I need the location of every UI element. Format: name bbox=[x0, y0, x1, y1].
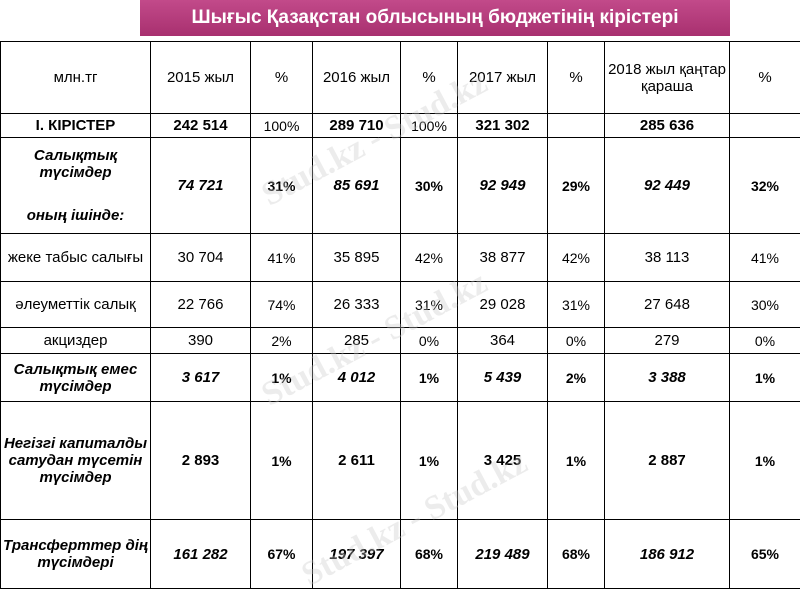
value-cell: 35 895 bbox=[313, 234, 401, 282]
percent-cell: 2% bbox=[548, 354, 605, 402]
header-cell: % bbox=[548, 42, 605, 114]
percent-cell: 31% bbox=[548, 282, 605, 328]
header-cell: 2016 жыл bbox=[313, 42, 401, 114]
percent-cell: 31% bbox=[401, 282, 458, 328]
percent-cell: 1% bbox=[401, 354, 458, 402]
table-row: әлеуметтік салық 22 766 74% 26 333 31% 2… bbox=[1, 282, 800, 328]
table-row: Салықтық емес түсімдер 3 617 1% 4 012 1%… bbox=[1, 354, 800, 402]
percent-cell: 67% bbox=[251, 520, 313, 589]
value-cell: 92 449 bbox=[605, 138, 730, 234]
value-cell: 285 636 bbox=[605, 114, 730, 138]
value-cell: 364 bbox=[458, 328, 548, 354]
value-cell: 197 397 bbox=[313, 520, 401, 589]
value-cell: 26 333 bbox=[313, 282, 401, 328]
percent-cell: 30% bbox=[730, 282, 800, 328]
table-row: Трансферттер дің түсімдері 161 282 67% 1… bbox=[1, 520, 800, 589]
value-cell: 3 388 bbox=[605, 354, 730, 402]
value-cell: 321 302 bbox=[458, 114, 548, 138]
row-label: Негізгі капиталды сатудан түсетін түсімд… bbox=[1, 402, 151, 520]
value-cell: 38 113 bbox=[605, 234, 730, 282]
percent-cell: 0% bbox=[401, 328, 458, 354]
row-label: I. КІРІСТЕР bbox=[1, 114, 151, 138]
row-label: әлеуметтік салық bbox=[1, 282, 151, 328]
value-cell: 27 648 bbox=[605, 282, 730, 328]
percent-cell: 2% bbox=[251, 328, 313, 354]
value-cell: 38 877 bbox=[458, 234, 548, 282]
value-cell: 85 691 bbox=[313, 138, 401, 234]
value-cell: 92 949 bbox=[458, 138, 548, 234]
header-cell: % bbox=[401, 42, 458, 114]
percent-cell: 41% bbox=[251, 234, 313, 282]
value-cell: 390 bbox=[151, 328, 251, 354]
value-cell: 161 282 bbox=[151, 520, 251, 589]
table-row: жеке табыс салығы 30 704 41% 35 895 42% … bbox=[1, 234, 800, 282]
percent-cell: 1% bbox=[730, 402, 800, 520]
percent-cell: 29% bbox=[548, 138, 605, 234]
percent-cell: 68% bbox=[548, 520, 605, 589]
percent-cell: 68% bbox=[401, 520, 458, 589]
percent-cell: 100% bbox=[401, 114, 458, 138]
value-cell: 74 721 bbox=[151, 138, 251, 234]
percent-cell: 0% bbox=[730, 328, 800, 354]
percent-cell bbox=[730, 114, 800, 138]
value-cell: 242 514 bbox=[151, 114, 251, 138]
percent-cell: 1% bbox=[251, 402, 313, 520]
row-label: Трансферттер дің түсімдері bbox=[1, 520, 151, 589]
percent-cell: 1% bbox=[730, 354, 800, 402]
table-row: акциздер 390 2% 285 0% 364 0% 279 0% bbox=[1, 328, 800, 354]
value-cell: 2 893 bbox=[151, 402, 251, 520]
value-cell: 279 bbox=[605, 328, 730, 354]
table-row: I. КІРІСТЕР 242 514 100% 289 710 100% 32… bbox=[1, 114, 800, 138]
value-cell: 219 489 bbox=[458, 520, 548, 589]
row-label: Салықтық емес түсімдер bbox=[1, 354, 151, 402]
value-cell: 186 912 bbox=[605, 520, 730, 589]
table-row: Салықтық түсімдер оның ішінде: 74 721 31… bbox=[1, 138, 800, 234]
percent-cell: 41% bbox=[730, 234, 800, 282]
percent-cell: 1% bbox=[251, 354, 313, 402]
row-label-main: Салықтық түсімдер bbox=[3, 147, 148, 181]
budget-table: млн.тг 2015 жыл % 2016 жыл % 2017 жыл % … bbox=[0, 41, 800, 589]
value-cell: 5 439 bbox=[458, 354, 548, 402]
value-cell: 3 617 bbox=[151, 354, 251, 402]
percent-cell: 32% bbox=[730, 138, 800, 234]
header-cell: млн.тг bbox=[1, 42, 151, 114]
table-row: Негізгі капиталды сатудан түсетін түсімд… bbox=[1, 402, 800, 520]
page-title: Шығыс Қазақстан облысының бюджетінің кір… bbox=[140, 0, 730, 36]
value-cell: 2 611 bbox=[313, 402, 401, 520]
value-cell: 30 704 bbox=[151, 234, 251, 282]
percent-cell: 42% bbox=[548, 234, 605, 282]
percent-cell: 0% bbox=[548, 328, 605, 354]
value-cell: 3 425 bbox=[458, 402, 548, 520]
value-cell: 2 887 bbox=[605, 402, 730, 520]
percent-cell: 1% bbox=[401, 402, 458, 520]
value-cell: 285 bbox=[313, 328, 401, 354]
value-cell: 4 012 bbox=[313, 354, 401, 402]
row-label-sub: оның ішінде: bbox=[3, 207, 148, 224]
header-row: млн.тг 2015 жыл % 2016 жыл % 2017 жыл % … bbox=[1, 42, 800, 114]
percent-cell bbox=[548, 114, 605, 138]
row-label: жеке табыс салығы bbox=[1, 234, 151, 282]
percent-cell: 42% bbox=[401, 234, 458, 282]
percent-cell: 74% bbox=[251, 282, 313, 328]
value-cell: 289 710 bbox=[313, 114, 401, 138]
header-cell: % bbox=[251, 42, 313, 114]
header-cell: 2015 жыл bbox=[151, 42, 251, 114]
header-cell: 2018 жыл қаңтар қараша bbox=[605, 42, 730, 114]
value-cell: 22 766 bbox=[151, 282, 251, 328]
row-label: Салықтық түсімдер оның ішінде: bbox=[1, 138, 151, 234]
percent-cell: 30% bbox=[401, 138, 458, 234]
percent-cell: 1% bbox=[548, 402, 605, 520]
header-cell: 2017 жыл bbox=[458, 42, 548, 114]
percent-cell: 65% bbox=[730, 520, 800, 589]
percent-cell: 31% bbox=[251, 138, 313, 234]
header-cell: % bbox=[730, 42, 800, 114]
value-cell: 29 028 bbox=[458, 282, 548, 328]
percent-cell: 100% bbox=[251, 114, 313, 138]
row-label: акциздер bbox=[1, 328, 151, 354]
